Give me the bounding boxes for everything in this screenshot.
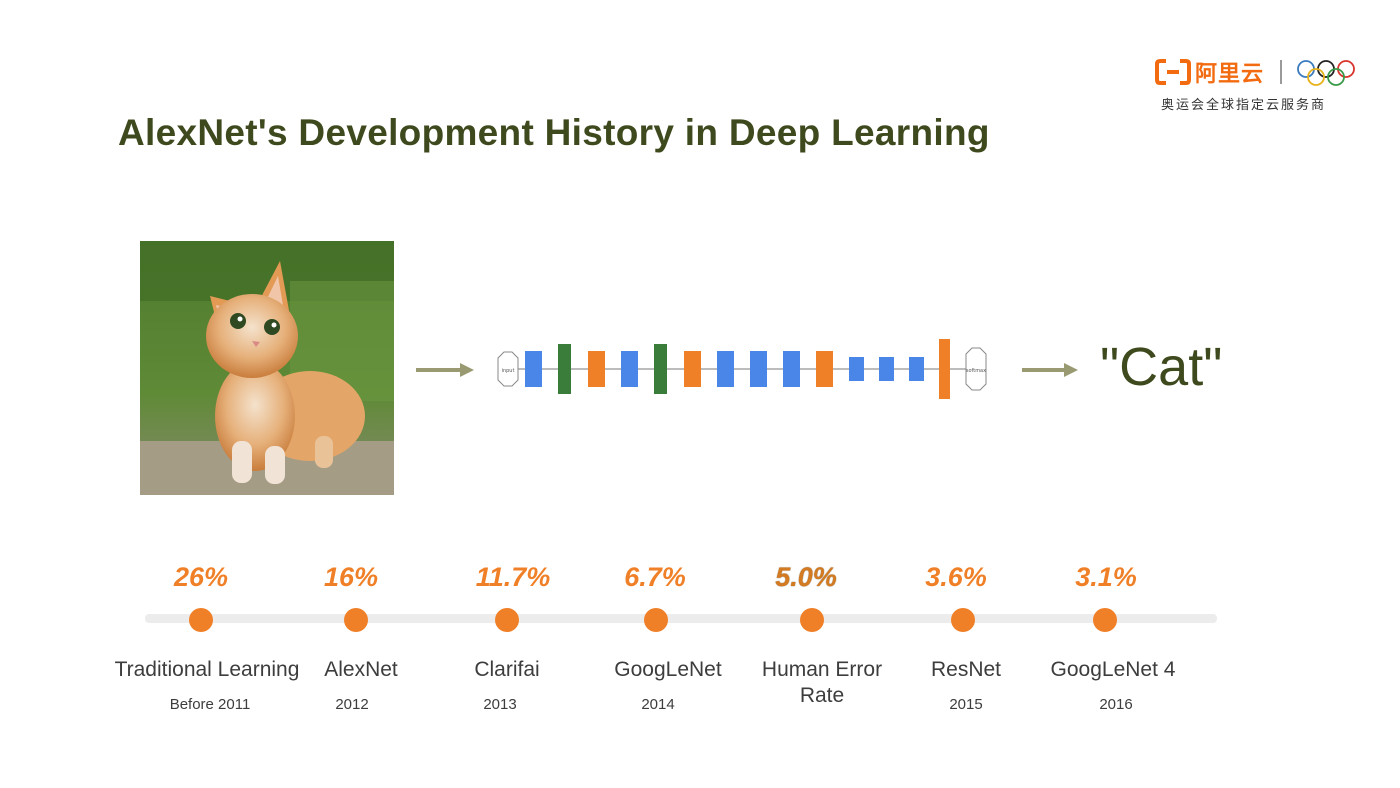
model-year: 2015: [949, 696, 983, 713]
conv-layer: [750, 351, 767, 387]
classification-result: "Cat": [1100, 337, 1223, 397]
network-diagram: input softmax: [497, 339, 987, 399]
model-name: GoogLeNet 4: [1050, 658, 1176, 681]
error-rate: 5.0%: [775, 562, 837, 592]
model-name-line1: Human Error: [761, 658, 883, 681]
aliyun-brackets-icon: [1155, 59, 1191, 85]
timeline-dot: [495, 608, 519, 632]
page-title: AlexNet's Development History in Deep Le…: [118, 112, 990, 153]
model-name: Traditional Learning: [114, 658, 300, 681]
aliyun-logo: 阿里云 奥运会全球指定云服务商: [1155, 56, 1365, 118]
pool-layer: [816, 351, 833, 387]
timeline-dot: [644, 608, 668, 632]
error-rate: 11.7%: [475, 562, 551, 592]
model-year: 2014: [641, 696, 675, 713]
model-name: Human Error Rate: [762, 657, 882, 709]
model-year: 2012: [335, 696, 369, 713]
timeline-dot: [1093, 608, 1117, 632]
logo-tagline: 奥运会全球指定云服务商: [1161, 98, 1327, 113]
timeline-dot: [800, 608, 824, 632]
conv-layer: [783, 351, 800, 387]
model-name-line2: Rate: [799, 684, 845, 707]
norm-layer: [654, 344, 667, 394]
output-layer: [939, 339, 950, 399]
conv-layer: [717, 351, 734, 387]
logo-divider: [1280, 60, 1282, 84]
timeline-dot: [189, 608, 213, 632]
model-year: 2013: [483, 696, 517, 713]
error-rate: 26%: [173, 562, 229, 592]
model-name: GoogLeNet: [614, 658, 722, 681]
model-year: 2016: [1099, 696, 1133, 713]
network-input-label: input: [502, 368, 515, 374]
network-output-label: softmax: [966, 368, 986, 374]
logo-brand: 阿里云: [1155, 56, 1264, 88]
olympic-rings-icon: [1297, 60, 1355, 86]
norm-layer: [558, 344, 571, 394]
arrow-right-icon: [1022, 363, 1078, 377]
pool-layer: [684, 351, 701, 387]
error-rate: 3.6%: [925, 562, 987, 592]
arrow-right-icon: [416, 363, 474, 377]
model-name: ResNet: [930, 658, 1002, 681]
fc-layer: [879, 357, 894, 381]
pool-layer: [588, 351, 605, 387]
error-rate: 6.7%: [624, 562, 686, 592]
fc-layer: [849, 357, 864, 381]
model-year: Before 2011: [169, 696, 251, 713]
error-rate: 16%: [323, 562, 379, 592]
timeline-dot: [344, 608, 368, 632]
model-name: AlexNet: [324, 658, 398, 681]
fc-layer: [909, 357, 924, 381]
timeline-track: [145, 614, 1217, 623]
logo-brand-text: 阿里云: [1195, 62, 1265, 87]
error-rate: 3.1%: [1075, 562, 1137, 592]
model-name: Clarifai: [474, 658, 540, 681]
timeline-dot: [951, 608, 975, 632]
kitten-image: [140, 241, 394, 495]
conv-layer: [525, 351, 542, 387]
conv-layer: [621, 351, 638, 387]
